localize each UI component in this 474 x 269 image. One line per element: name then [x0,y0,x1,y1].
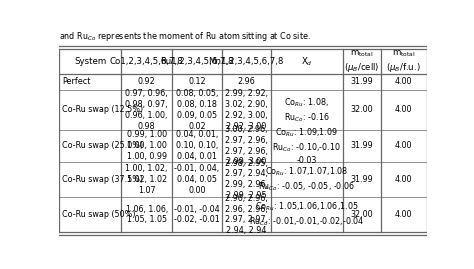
Text: Co-Ru swap (37.5%): Co-Ru swap (37.5%) [62,175,143,184]
Text: 2.96: 2.96 [237,77,255,87]
Text: Co$_{Ru}$: 1.08,
Ru$_{Co}$: -0.16: Co$_{Ru}$: 1.08, Ru$_{Co}$: -0.16 [284,96,330,123]
Text: 4.00: 4.00 [395,141,412,150]
Text: 0.92: 0.92 [138,77,155,87]
Text: System: System [74,57,106,66]
Text: Co$_{Ru}$: 1.05,1.06,1.06,1.05
Ru$_{Co}$: -0.01,-0.01,-0.02,-0.04: Co$_{Ru}$: 1.05,1.06,1.06,1.05 Ru$_{Co}$… [249,201,365,228]
Text: 4.00: 4.00 [395,77,412,87]
Text: and Ru$_{Co}$ represents the moment of Ru atom sitting at Co site.: and Ru$_{Co}$ represents the moment of R… [59,30,311,43]
Text: 31.99: 31.99 [351,175,374,184]
Text: 2.96, 2.96,
2.96, 2.96,
2.97, 2.97,
2.94, 2.94: 2.96, 2.96, 2.96, 2.96, 2.97, 2.97, 2.94… [225,194,268,235]
Text: Co-Ru swap (12.5%): Co-Ru swap (12.5%) [62,105,143,114]
Text: 4.00: 4.00 [395,175,412,184]
Text: Ru1,2,3,4,5,6,7,8: Ru1,2,3,4,5,6,7,8 [160,57,234,66]
Text: 0.08, 0.05,
0.08, 0.18
0.09, 0.05
0.02: 0.08, 0.05, 0.08, 0.18 0.09, 0.05 0.02 [176,89,218,130]
Text: 32.00: 32.00 [351,105,373,114]
Text: Perfect: Perfect [62,77,91,87]
Text: Co$_{Ru}$: 1.07,1.07,1.08
Ru$_{Co}$: -0.05, -0.05, -0.06: Co$_{Ru}$: 1.07,1.07,1.08 Ru$_{Co}$: -0.… [258,166,356,193]
Text: 1.00, 1.02,
1.02, 1.02
1.07: 1.00, 1.02, 1.02, 1.02 1.07 [126,164,168,194]
Text: 3.00, 2.96,
2.97, 2.96,
2.97, 2.96,
2.99, 3.00: 3.00, 2.96, 2.97, 2.96, 2.97, 2.96, 2.99… [225,125,268,166]
Text: 0.04, 0.01,
0.10, 0.10,
0.04, 0.01: 0.04, 0.01, 0.10, 0.10, 0.04, 0.01 [176,130,218,161]
Text: -0.01, 0.04,
0.04, 0.05
0.00: -0.01, 0.04, 0.04, 0.05 0.00 [174,164,219,194]
Text: 4.00: 4.00 [395,105,412,114]
Text: Co$_{Ru}$: 1.09,1.09
Ru$_{Co}$: -0.10,-0.10
-0.03: Co$_{Ru}$: 1.09,1.09 Ru$_{Co}$: -0.10,-0… [273,127,341,165]
Text: 0.97, 0.96,
0.98, 0.97,
0.96, 1.00,
0.98: 0.97, 0.96, 0.98, 0.97, 0.96, 1.00, 0.98 [125,89,168,130]
Text: 2.99, 2.92,
3.02, 2.90,
2.92, 3.00,
2.92, 3.00: 2.99, 2.92, 3.02, 2.90, 2.92, 3.00, 2.92… [225,89,268,130]
Text: X$_d$: X$_d$ [301,55,313,68]
Text: Co-Ru swap (25.0%): Co-Ru swap (25.0%) [62,141,143,150]
Text: 31.99: 31.99 [351,77,374,87]
Text: 0.99, 1.00
1.00, 1.00
1.00, 0.99: 0.99, 1.00 1.00, 1.00 1.00, 0.99 [127,130,167,161]
Text: 1.06, 1.06,
1.05, 1.05: 1.06, 1.06, 1.05, 1.05 [126,205,168,224]
Text: 2.98, 2.95,
2.97, 2.94,
2.99, 2.96,
2.99, 2.95: 2.98, 2.95, 2.97, 2.94, 2.99, 2.96, 2.99… [225,159,268,200]
Text: 31.99: 31.99 [351,141,374,150]
Text: 0.12: 0.12 [188,77,206,87]
Text: m$_{\rm total}$
($\mu_B$/cell): m$_{\rm total}$ ($\mu_B$/cell) [344,49,380,74]
Text: 32.00: 32.00 [351,210,373,219]
Text: m$_{\rm total}$
($\mu_B$/f.u.): m$_{\rm total}$ ($\mu_B$/f.u.) [386,49,421,74]
Text: Co-Ru swap (50%): Co-Ru swap (50%) [62,210,136,219]
Text: Co1,2,3,4,5,6,7,8: Co1,2,3,4,5,6,7,8 [110,57,183,66]
Text: 4.00: 4.00 [395,210,412,219]
Text: Mn1,2,3,4,5,6,7,8: Mn1,2,3,4,5,6,7,8 [209,57,284,66]
Text: -0.01, -0.04
-0.02, -0.01: -0.01, -0.04 -0.02, -0.01 [174,205,220,224]
